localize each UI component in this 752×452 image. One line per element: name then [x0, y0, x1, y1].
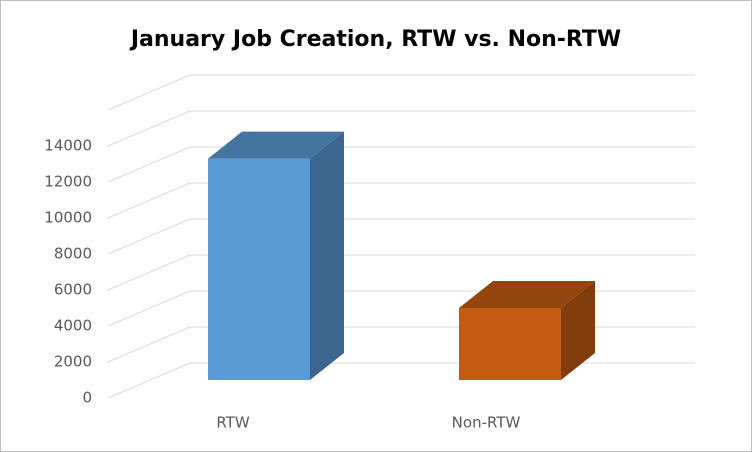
y-tick-label: 2000: [54, 353, 92, 371]
bar-side: [561, 281, 595, 380]
bar-front: [208, 158, 310, 380]
y-tick-label: 6000: [54, 281, 92, 299]
bar: [208, 131, 344, 380]
grid-line: [107, 182, 191, 219]
grid-line: [107, 362, 191, 399]
bar-top: [459, 281, 595, 308]
x-tick-label: Non-RTW: [452, 414, 521, 432]
y-tick-label: 14000: [44, 137, 92, 155]
grid-line: [107, 326, 191, 363]
grid-line: [107, 254, 191, 291]
grid-line: [107, 290, 191, 327]
y-tick-label: 12000: [44, 173, 92, 191]
y-tick-label: 8000: [54, 245, 92, 263]
chart-title: January Job Creation, RTW vs. Non-RTW: [129, 27, 621, 52]
grid-line: [107, 146, 191, 183]
grid-line: [107, 110, 191, 147]
wall-edge: [107, 74, 191, 111]
grid-line: [107, 218, 191, 255]
bar: [459, 281, 595, 380]
y-tick-label: 10000: [44, 209, 92, 227]
bar-front: [459, 308, 561, 380]
y-tick-label: 0: [82, 389, 92, 407]
x-tick-label: RTW: [216, 414, 249, 432]
bar-side: [310, 131, 344, 380]
y-tick-label: 4000: [54, 317, 92, 335]
bar-top: [208, 131, 344, 159]
